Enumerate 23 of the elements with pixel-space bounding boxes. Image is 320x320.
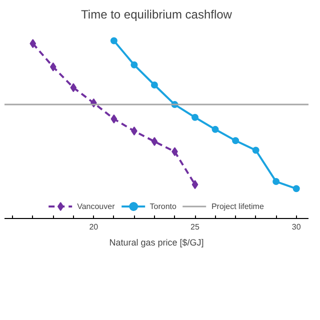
point (272, 178, 280, 186)
point (252, 146, 260, 154)
x-tick-label: 25 (190, 222, 200, 232)
legend-label: Project lifetime (211, 202, 264, 210)
point (232, 137, 240, 144)
point (30, 39, 36, 48)
x-axis-title: Natural gas price [$/GJ] (109, 238, 204, 248)
point (151, 137, 158, 146)
legend-label: Vancouver (77, 202, 115, 210)
point (130, 61, 138, 68)
point (50, 62, 56, 72)
chart-title: Time to equilibrium cashflow (81, 8, 232, 22)
point (192, 180, 198, 190)
point (150, 81, 158, 88)
x-tick-label: 30 (292, 222, 302, 232)
point (70, 83, 77, 92)
x-tick-label: 20 (89, 222, 99, 232)
point (110, 114, 118, 124)
point (212, 126, 219, 133)
point (110, 37, 118, 44)
point (292, 185, 300, 192)
legend-label: Toronto (150, 202, 176, 210)
point (192, 114, 199, 121)
